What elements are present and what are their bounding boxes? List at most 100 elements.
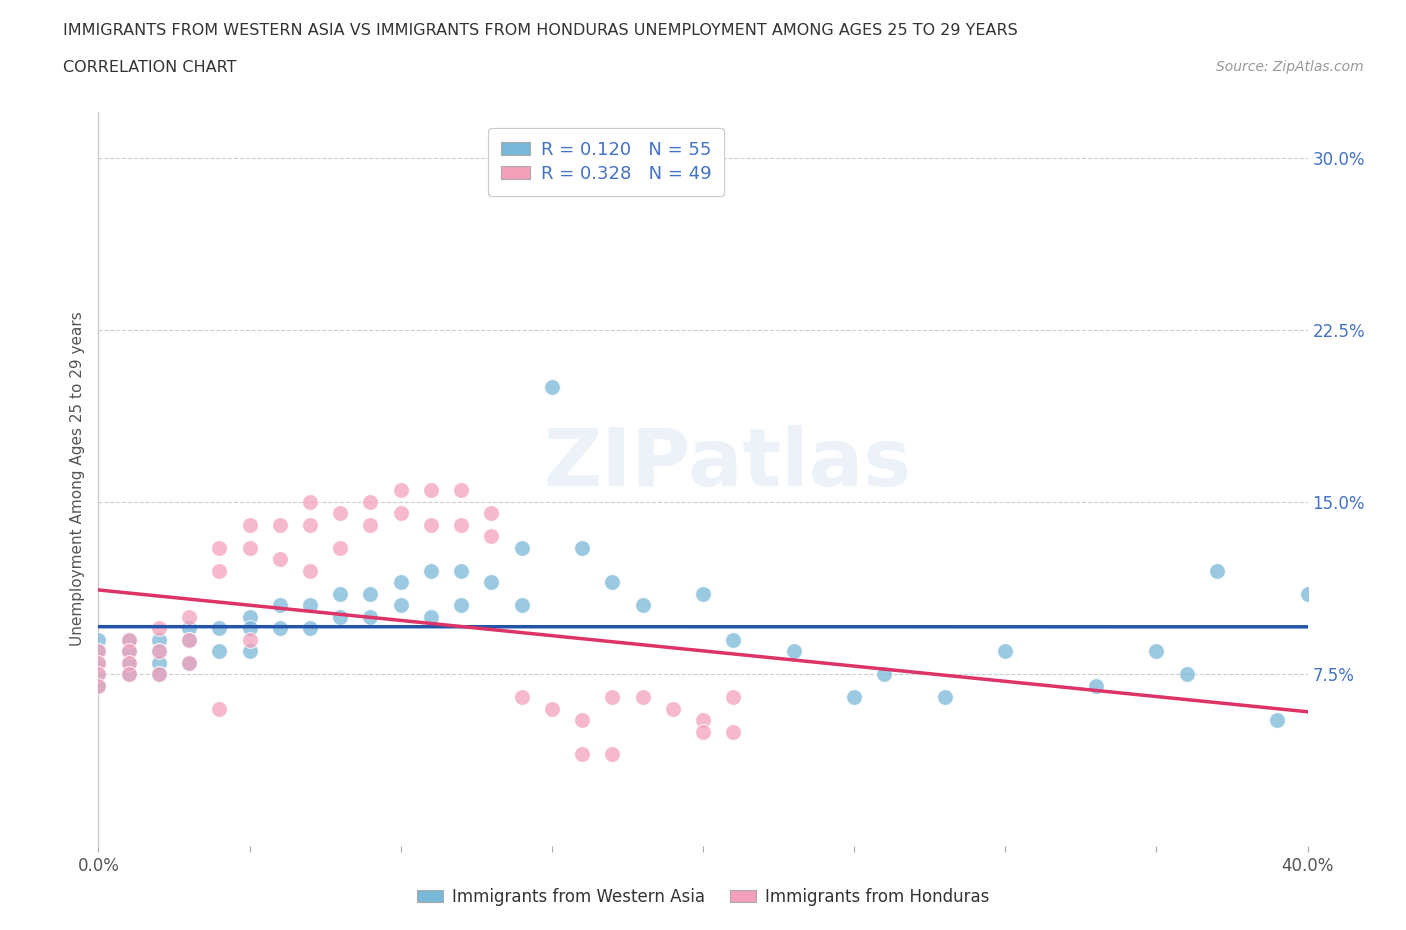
Point (571, 712, 593, 727)
Point (239, 632, 262, 647)
Point (360, 609, 382, 624)
Point (389, 598, 412, 613)
Point (844, 690, 866, 705)
Y-axis label: Unemployment Among Ages 25 to 29 years: Unemployment Among Ages 25 to 29 years (69, 312, 84, 646)
Point (208, 701, 231, 716)
Point (602, 690, 624, 705)
Point (510, 690, 533, 705)
Text: IMMIGRANTS FROM WESTERN ASIA VS IMMIGRANTS FROM HONDURAS UNEMPLOYMENT AMONG AGES: IMMIGRANTS FROM WESTERN ASIA VS IMMIGRAN… (63, 23, 1018, 38)
Point (239, 620, 262, 635)
Point (208, 564, 231, 578)
Point (631, 598, 654, 613)
Text: ZIPatlas: ZIPatlas (543, 425, 911, 503)
Point (87, 632, 110, 647)
Point (148, 632, 170, 647)
Point (179, 620, 201, 635)
Point (299, 517, 322, 532)
Point (148, 644, 170, 658)
Point (602, 575, 624, 590)
Point (510, 540, 533, 555)
Point (510, 598, 533, 613)
Point (602, 747, 624, 762)
Point (481, 529, 503, 544)
Point (360, 495, 382, 510)
Point (450, 483, 472, 498)
Point (329, 506, 352, 521)
Text: CORRELATION CHART: CORRELATION CHART (63, 60, 236, 75)
Point (360, 517, 382, 532)
Point (148, 656, 170, 671)
Point (179, 656, 201, 671)
Point (179, 632, 201, 647)
Point (420, 517, 443, 532)
Point (269, 598, 291, 613)
Point (148, 667, 170, 682)
Point (87, 644, 110, 658)
Point (118, 644, 141, 658)
Point (118, 656, 141, 671)
Point (208, 540, 231, 555)
Point (118, 667, 141, 682)
Point (1206, 564, 1229, 578)
Point (934, 690, 956, 705)
Point (118, 644, 141, 658)
Point (269, 551, 291, 566)
Point (873, 667, 896, 682)
Point (239, 609, 262, 624)
Point (420, 483, 443, 498)
Point (299, 598, 322, 613)
Point (329, 609, 352, 624)
Legend: Immigrants from Western Asia, Immigrants from Honduras: Immigrants from Western Asia, Immigrants… (411, 881, 995, 912)
Point (631, 690, 654, 705)
Point (87, 656, 110, 671)
Point (692, 586, 714, 601)
Point (420, 609, 443, 624)
Point (87, 667, 110, 682)
Point (540, 701, 562, 716)
Point (148, 644, 170, 658)
Point (661, 701, 683, 716)
Point (481, 506, 503, 521)
Point (118, 667, 141, 682)
Point (571, 540, 593, 555)
Point (148, 667, 170, 682)
Point (148, 620, 170, 635)
Point (239, 644, 262, 658)
Point (571, 747, 593, 762)
Text: Source: ZipAtlas.com: Source: ZipAtlas.com (1216, 60, 1364, 74)
Point (118, 656, 141, 671)
Point (389, 506, 412, 521)
Point (87, 678, 110, 693)
Point (1144, 644, 1167, 658)
Point (1296, 586, 1319, 601)
Point (994, 644, 1017, 658)
Point (1085, 678, 1108, 693)
Point (87, 678, 110, 693)
Point (299, 495, 322, 510)
Point (450, 564, 472, 578)
Point (1267, 712, 1289, 727)
Point (723, 724, 745, 739)
Point (1175, 667, 1198, 682)
Point (420, 564, 443, 578)
Point (692, 724, 714, 739)
Point (239, 517, 262, 532)
Point (179, 632, 201, 647)
Point (329, 586, 352, 601)
Point (723, 632, 745, 647)
Point (540, 379, 562, 394)
Point (269, 517, 291, 532)
Point (481, 575, 503, 590)
Point (118, 632, 141, 647)
Point (450, 517, 472, 532)
Point (692, 712, 714, 727)
Point (299, 564, 322, 578)
Point (389, 575, 412, 590)
Point (179, 609, 201, 624)
Point (239, 540, 262, 555)
Point (208, 620, 231, 635)
Point (179, 656, 201, 671)
Point (389, 483, 412, 498)
Point (783, 644, 806, 658)
Point (329, 540, 352, 555)
